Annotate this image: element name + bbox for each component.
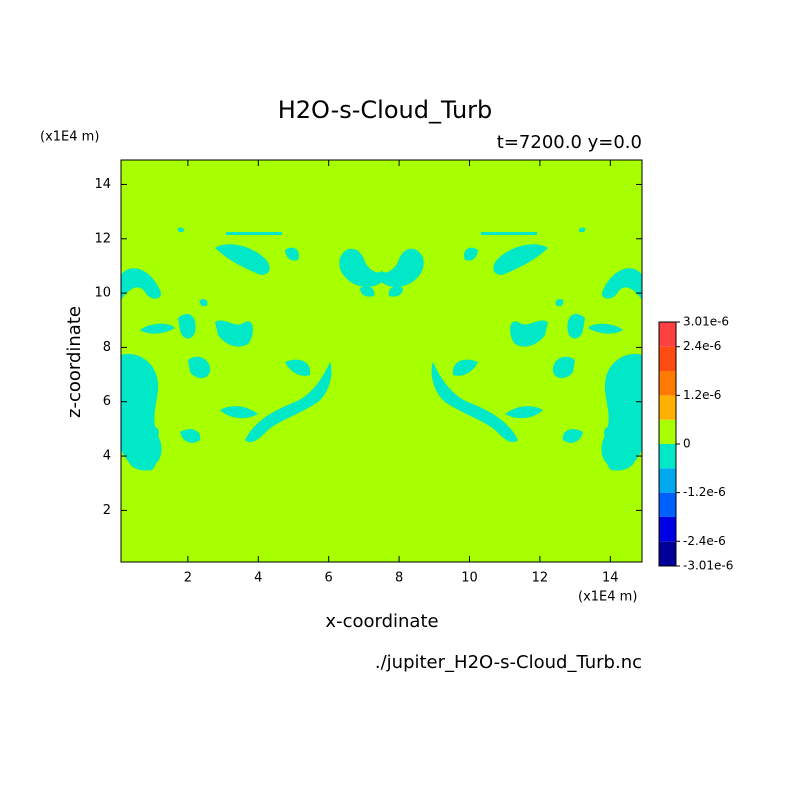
- colorbar-tick-label: -3.01e-6: [683, 559, 733, 573]
- y-tick-label: 8: [103, 340, 111, 355]
- x-tick-label: 6: [325, 571, 333, 586]
- colorbar-tick-label: 1.2e-6: [683, 388, 721, 402]
- y-tick-label: 10: [94, 286, 111, 301]
- colorbar-segment: [659, 419, 676, 444]
- x-axis-label: x-coordinate: [325, 611, 438, 632]
- colorbar-segment: [659, 492, 676, 517]
- x-tick-label: 12: [532, 571, 549, 586]
- y-unit: (x1E4 m): [40, 130, 99, 145]
- colorbar-segment: [659, 516, 676, 542]
- y-tick-label: 4: [103, 449, 111, 464]
- plot-frame: [120, 159, 643, 563]
- chart-title: H2O-s-Cloud_Turb: [278, 96, 493, 124]
- x-unit: (x1E4 m): [578, 590, 637, 605]
- colorbar-segment: [659, 322, 676, 347]
- y-axis-label: z-coordinate: [64, 306, 85, 418]
- x-tick-label: 14: [602, 571, 619, 586]
- colorbar-tick-label: -2.4e-6: [683, 534, 726, 548]
- x-tick-label: 4: [254, 571, 262, 586]
- colorbar-segment: [659, 541, 676, 566]
- x-tick-label: 8: [395, 571, 403, 586]
- y-tick-label: 6: [103, 394, 111, 409]
- colorbar-segment: [659, 444, 676, 469]
- colorbar-segment: [659, 346, 676, 372]
- x-tick-label: 10: [461, 571, 478, 586]
- colorbar-segment: [659, 395, 676, 420]
- y-tick-label: 14: [94, 177, 111, 192]
- colorbar-segment: [659, 468, 676, 493]
- contour-field: [121, 160, 642, 562]
- chart-subtitle: t=7200.0 y=0.0: [497, 132, 642, 153]
- y-tick-label: 12: [94, 231, 111, 246]
- x-tick-label: 2: [184, 571, 192, 586]
- colorbar-tick-label: 2.4e-6: [683, 339, 721, 353]
- y-tick-label: 2: [103, 503, 111, 518]
- colorbar-tick-label: 0: [683, 437, 691, 451]
- source-file: ./jupiter_H2O-s-Cloud_Turb.nc: [375, 652, 642, 673]
- colorbar-tick-label: -1.2e-6: [683, 485, 726, 499]
- colorbar-tick-label: 3.01e-6: [683, 315, 729, 329]
- colorbar-segment: [659, 371, 676, 396]
